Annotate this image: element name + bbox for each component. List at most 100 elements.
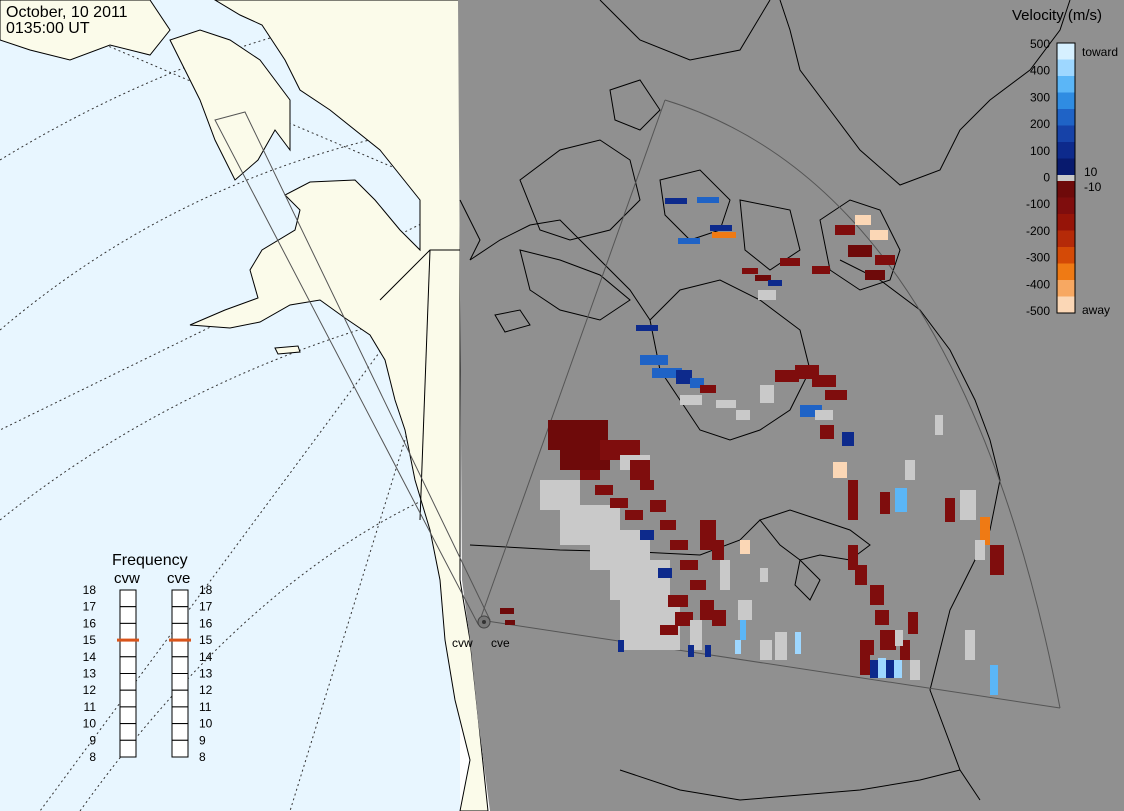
velocity-cell — [736, 410, 750, 420]
velocity-cell — [760, 640, 772, 660]
velocity-cell — [990, 545, 1004, 575]
radar-label-cve: cve — [491, 636, 510, 650]
velocity-cell — [660, 625, 678, 635]
velocity-cell — [668, 595, 688, 607]
legend-segment-away — [1057, 280, 1075, 297]
velocity-cell — [980, 517, 990, 545]
velocity-cell — [780, 258, 800, 266]
arctic-islands — [609, 79, 661, 131]
frequency-tick-label: 8 — [199, 750, 206, 764]
velocity-cell — [880, 492, 890, 514]
velocity-cell — [595, 485, 613, 495]
frequency-cell — [119, 706, 137, 725]
velocity-cell — [636, 325, 658, 331]
velocity-cell — [690, 378, 704, 388]
night-side — [458, 0, 1124, 811]
velocity-cell — [990, 665, 998, 695]
legend-segment-toward — [1057, 76, 1075, 93]
velocity-cell — [812, 266, 830, 274]
velocity-cell — [908, 612, 918, 634]
latitude-circle — [0, 119, 471, 331]
frequency-marker — [169, 638, 191, 642]
fov-east-arc — [664, 99, 1061, 709]
velocity-cell — [688, 645, 694, 657]
velocity-cell — [690, 620, 702, 650]
frequency-cell — [171, 706, 189, 725]
legend-tick-label: -100 — [1026, 197, 1050, 211]
velocity-cell — [500, 608, 514, 614]
frequency-tick-label: 14 — [83, 650, 97, 664]
legend-tick-label: 300 — [1030, 90, 1050, 104]
frequency-tick-label: 15 — [199, 633, 213, 647]
frequency-tick-label: 12 — [83, 683, 97, 697]
velocity-cell — [675, 612, 693, 626]
plot-time: 0135:00 UT — [6, 20, 90, 37]
velocity-cell — [870, 585, 884, 605]
frequency-cell — [171, 673, 189, 691]
velocity-cell — [900, 640, 910, 660]
greenland-coast — [599, 0, 771, 61]
velocity-cell — [618, 640, 624, 652]
frequency-tick-label: 18 — [83, 583, 97, 597]
velocity-cell — [610, 498, 628, 508]
velocity-cell — [768, 280, 782, 286]
alaska-landmass — [189, 0, 489, 811]
frequency-cell — [119, 606, 137, 624]
frequency-cell — [119, 739, 137, 758]
legend-segment-toward — [1057, 92, 1075, 109]
velocity-cell — [775, 370, 799, 382]
velocity-cell — [697, 197, 719, 203]
velocity-cell — [870, 660, 878, 678]
velocity-cell — [835, 225, 855, 235]
velocity-cell — [860, 640, 874, 655]
frequency-tick-label: 10 — [83, 717, 97, 731]
velocity-cell — [712, 610, 726, 626]
velocity-cell — [658, 568, 672, 578]
legend-tick-label: -500 — [1026, 304, 1050, 318]
velocity-cell — [855, 215, 871, 225]
velocity-cell — [700, 385, 716, 393]
velocity-cell — [878, 658, 886, 678]
frequency-cell — [171, 622, 189, 641]
frequency-tick-label: 9 — [199, 733, 206, 747]
velocity-cell — [742, 268, 758, 274]
frequency-tick-label: 13 — [199, 667, 213, 681]
frequency-tick-label: 9 — [89, 733, 96, 747]
velocity-cell — [812, 375, 836, 387]
velocity-cell — [676, 370, 692, 384]
velocity-cell — [945, 498, 955, 522]
velocity-cell — [640, 480, 654, 490]
velocity-cell — [705, 645, 711, 657]
frequency-tick-label: 15 — [83, 633, 97, 647]
legend-segment-away — [1057, 214, 1075, 231]
latitude-circle — [0, 299, 471, 521]
frequency-cell — [119, 639, 137, 658]
velocity-cell — [833, 462, 847, 478]
legend-ticks: 500 400 300 200 100 0 -100 -200 -300 -400 -500 — [1026, 37, 1050, 318]
velocity-cell — [855, 565, 867, 585]
arctic-islands — [494, 309, 531, 333]
frequency-radar-cvw: cvw — [114, 570, 140, 587]
velocity-cell — [875, 255, 895, 265]
frequency-cell — [171, 723, 189, 741]
frequency-tick-label: 14 — [199, 650, 213, 664]
velocity-cell — [875, 610, 889, 625]
frequency-tick-label: 16 — [83, 616, 97, 630]
velocity-cell — [960, 490, 976, 520]
canada-mainland-coast — [459, 199, 481, 261]
velocity-cell — [825, 390, 847, 400]
velocity-cell — [680, 560, 698, 570]
velocity-cell — [905, 460, 915, 480]
legend-segment-toward — [1057, 43, 1075, 60]
velocity-cell — [758, 290, 776, 300]
state-border — [419, 249, 431, 521]
plot-date: October, 10 2011 — [6, 4, 128, 21]
frequency-cell — [171, 739, 189, 758]
frequency-panel: Frequency cvw cve 1817161514131211109818… — [83, 552, 213, 764]
legend-tick-label: 400 — [1030, 64, 1050, 78]
velocity-cell — [720, 560, 730, 590]
frequency-tick-label: 16 — [199, 616, 213, 630]
arctic-islands — [519, 139, 641, 241]
legend-segment-away — [1057, 263, 1075, 280]
legend-colorbar — [1056, 42, 1076, 314]
